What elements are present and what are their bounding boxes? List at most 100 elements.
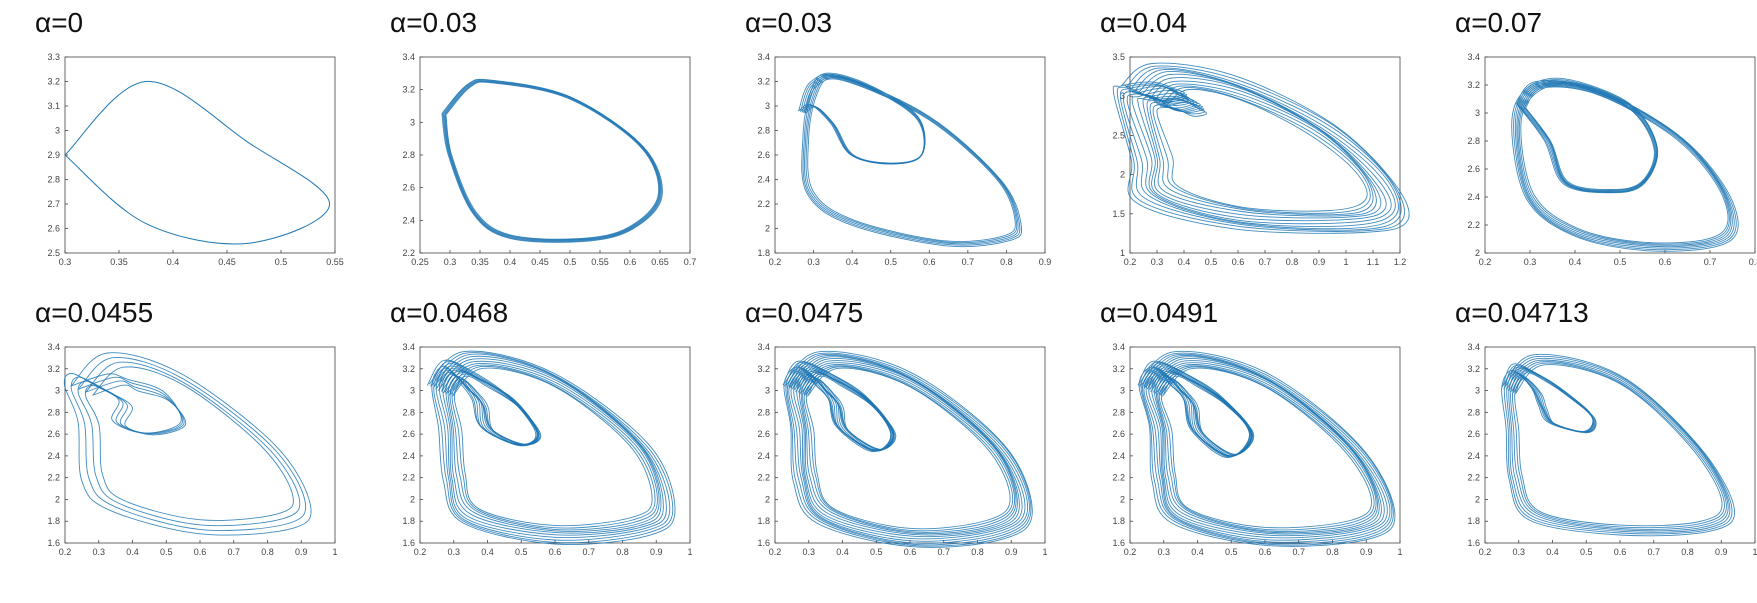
x-tick-label: 0.2	[1479, 257, 1492, 267]
x-tick-label: 0.3	[92, 547, 105, 557]
x-tick-label: 0.5	[515, 547, 528, 557]
x-tick-label: 0.7	[1647, 547, 1660, 557]
y-tick-label: 2	[410, 494, 415, 504]
trajectory-line	[803, 366, 1014, 532]
x-tick-label: 0.65	[651, 257, 669, 267]
y-tick-label: 2.6	[757, 150, 770, 160]
y-tick-label: 2.2	[402, 248, 415, 258]
y-tick-label: 2.6	[1467, 429, 1480, 439]
phase-portrait-plot: 0.2 0.3 0.4 0.5 0.6 0.7 0.8 0.9 1.8 2 2.2 2.4 2.6 2.8…	[757, 52, 1052, 267]
phase-portrait-plot: 0.2 0.3 0.4 0.5 0.6 0.7 0.8 0.9 1 1.6 1.8 2 2.2 2.4 2.…	[757, 342, 1047, 557]
x-tick-label: 0.5	[1225, 547, 1238, 557]
x-tick-label: 0.2	[1124, 547, 1137, 557]
x-tick-label: 0.9	[1313, 257, 1326, 267]
chart-title: α=0.0455	[35, 297, 154, 328]
trajectory-line	[442, 79, 662, 243]
x-tick-label: 0.2	[414, 547, 427, 557]
axes-box	[1484, 56, 1756, 254]
trajectory-line	[1137, 350, 1396, 547]
x-tick-label: 0.5	[1205, 257, 1218, 267]
x-tick-label: 0.4	[1178, 257, 1191, 267]
trajectory-line	[1149, 85, 1374, 216]
y-tick-label: 2.8	[402, 407, 415, 417]
x-tick-label: 0.5	[1580, 547, 1593, 557]
x-tick-label: 0.4	[846, 257, 859, 267]
x-tick-label: 0.7	[582, 547, 595, 557]
chart-panel: α=0.0455 0.2 0.3 0.4 0.5 0.6 0.7 0.8 0.9 1 1.6 1.8 2…	[25, 295, 355, 585]
trajectory-line	[448, 366, 656, 529]
trajectory-line	[1507, 359, 1729, 532]
y-tick-label: 2.4	[757, 175, 770, 185]
trajectory-line	[793, 358, 1023, 540]
y-tick-label: 2.6	[1112, 429, 1125, 439]
x-tick-label: 0.3	[59, 257, 72, 267]
chart-panel: α=0.04 0.2 0.3 0.4 0.5 0.6 0.7 0.8 0.9 1 1.1 1.2 1 1.…	[1090, 5, 1420, 295]
x-tick-label: 0.5	[564, 257, 577, 267]
x-tick-label: 0.3	[444, 257, 457, 267]
trajectory-line	[790, 356, 1026, 542]
y-tick-label: 3	[55, 126, 60, 136]
y-tick-label: 3.2	[1467, 80, 1480, 90]
trajectory-line	[63, 352, 312, 536]
trajectory-line	[1505, 357, 1731, 533]
chart-panel: α=0.03 0.2 0.3 0.4 0.5 0.6 0.7 0.8 0.9 1.8 2 2.2 2.4…	[735, 5, 1065, 295]
trajectory-line	[1156, 365, 1377, 532]
y-tick-label: 3.4	[1112, 342, 1125, 352]
trajectory-line	[799, 73, 1021, 246]
chart-panel: α=0 0.3 0.35 0.4 0.45 0.5 0.55 2.5 2.6 2.7 2.8 2.9 3…	[25, 5, 355, 295]
y-tick-label: 2.6	[402, 183, 415, 193]
y-tick-label: 2.2	[757, 473, 770, 483]
x-tick-label: 1.1	[1367, 257, 1380, 267]
y-tick-label: 1.8	[1467, 516, 1480, 526]
chart-panel: α=0.04713 0.2 0.3 0.4 0.5 0.6 0.7 0.8 0.9 1 1.6 1.8…	[1445, 295, 1757, 585]
trajectory-line	[64, 80, 331, 245]
x-tick-label: 0.9	[1715, 547, 1728, 557]
trajectory-line	[1511, 362, 1725, 529]
y-tick-label: 2.9	[47, 150, 60, 160]
y-tick-label: 1.8	[47, 516, 60, 526]
y-tick-label: 2.8	[757, 407, 770, 417]
trajectory-line	[797, 362, 1018, 536]
x-tick-label: 0.6	[1259, 547, 1272, 557]
phase-portrait-plot: 0.2 0.3 0.4 0.5 0.6 0.7 0.8 2 2.2 2.4 2.6 2.8 3 3.2 3.…	[1467, 52, 1757, 267]
trajectory-line	[441, 78, 663, 243]
x-tick-label: 1	[332, 547, 337, 557]
x-tick-label: 0.8	[1286, 257, 1299, 267]
y-tick-label: 3.2	[47, 364, 60, 374]
x-tick-label: 0.55	[591, 257, 609, 267]
y-tick-label: 2.2	[1467, 473, 1480, 483]
y-tick-label: 2.4	[757, 451, 770, 461]
x-tick-label: 0.45	[218, 257, 236, 267]
y-tick-label: 2.8	[1467, 136, 1480, 146]
y-tick-label: 2.4	[1467, 192, 1480, 202]
x-tick-label: 0.2	[1124, 257, 1137, 267]
y-tick-label: 3.5	[1112, 52, 1125, 62]
y-tick-label: 3	[1120, 91, 1125, 101]
x-tick-label: 0.8	[1000, 257, 1013, 267]
x-tick-label: 0.9	[1039, 257, 1052, 267]
y-tick-label: 2.8	[757, 126, 770, 136]
x-tick-label: 0.8	[616, 547, 629, 557]
phase-portrait-plot: 0.2 0.3 0.4 0.5 0.6 0.7 0.8 0.9 1 1.6 1.8 2 2.2 2.4 2.…	[47, 342, 337, 557]
trajectory-line	[1520, 84, 1729, 244]
trajectory-line	[1156, 88, 1368, 212]
y-tick-label: 2.4	[402, 215, 415, 225]
trajectory-line	[1139, 352, 1394, 546]
trajectory-line	[1122, 69, 1399, 230]
x-tick-label: 1	[1397, 547, 1402, 557]
trajectory-line	[798, 72, 1023, 248]
x-tick-label: 0.5	[884, 257, 897, 267]
x-tick-label: 0.5	[275, 257, 288, 267]
trajectory-line	[1518, 83, 1730, 245]
x-tick-label: 0.25	[411, 257, 429, 267]
y-tick-label: 1.8	[757, 516, 770, 526]
chart-panel: α=0.0491 0.2 0.3 0.4 0.5 0.6 0.7 0.8 0.9 1 1.6 1.8 2…	[1090, 295, 1420, 585]
y-tick-label: 2.2	[1467, 220, 1480, 230]
y-tick-label: 2	[1120, 170, 1125, 180]
trajectory-line	[1146, 83, 1377, 217]
trajectory-line	[1511, 77, 1739, 252]
y-tick-label: 3.2	[1112, 364, 1125, 374]
y-tick-label: 2	[55, 494, 60, 504]
x-tick-label: 0.55	[326, 257, 344, 267]
phase-portrait-plot: 0.2 0.3 0.4 0.5 0.6 0.7 0.8 0.9 1 1.6 1.8 2 2.2 2.4 2.…	[1112, 342, 1402, 557]
